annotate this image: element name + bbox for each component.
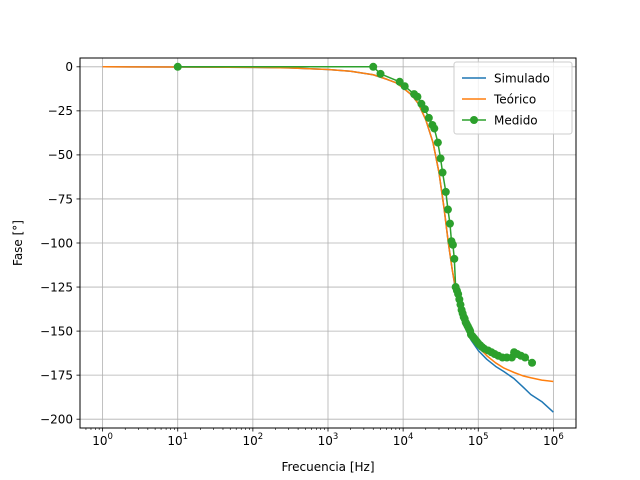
data-point (430, 124, 439, 133)
y-tick-label: −200 (40, 412, 73, 426)
data-point (433, 138, 442, 147)
legend-label: Simulado (494, 72, 550, 86)
series-layer (102, 62, 554, 413)
axis-ticks: 100 101 102 103 104 105 106 0 −25 −50 −75 −100 −125 −… (40, 60, 564, 448)
x-tick-label: 103 (318, 432, 339, 448)
data-point (450, 254, 459, 263)
data-point (376, 69, 385, 78)
data-point (448, 240, 457, 249)
x-tick-label: 106 (543, 432, 564, 448)
data-point (173, 62, 182, 71)
y-tick-label: −50 (48, 148, 73, 162)
data-point (420, 105, 429, 114)
data-point (443, 205, 452, 214)
legend: Simulado Teórico Medido (453, 61, 573, 135)
y-tick-label: −150 (40, 324, 73, 338)
y-tick-label: 0 (65, 60, 73, 74)
x-axis-label: Frecuencia [Hz] (281, 460, 374, 474)
x-tick-label: 102 (243, 432, 264, 448)
y-tick-label: −175 (40, 368, 73, 382)
legend-label: Medido (494, 114, 538, 128)
data-point (445, 219, 454, 228)
y-tick-label: −75 (48, 192, 73, 206)
data-point (369, 62, 378, 71)
legend-marker (470, 116, 478, 124)
x-tick-label: 100 (92, 432, 113, 448)
x-tick-label: 101 (167, 432, 188, 448)
data-point (528, 358, 537, 367)
y-tick-label: −100 (40, 236, 73, 250)
legend-box (453, 61, 573, 135)
y-tick-label: −125 (40, 280, 73, 294)
x-tick-label: 104 (393, 432, 414, 448)
data-point (413, 92, 422, 101)
series-line-teorico (102, 66, 554, 383)
data-point (521, 353, 530, 362)
data-point (424, 113, 433, 122)
data-point (400, 82, 409, 91)
y-tick-label: −25 (48, 104, 73, 118)
legend-label: Teórico (493, 93, 536, 107)
data-point (436, 154, 445, 163)
data-point (438, 168, 447, 177)
x-tick-label: 105 (468, 432, 489, 448)
data-point (441, 187, 450, 196)
y-axis-label: Fase [°] (11, 220, 25, 266)
